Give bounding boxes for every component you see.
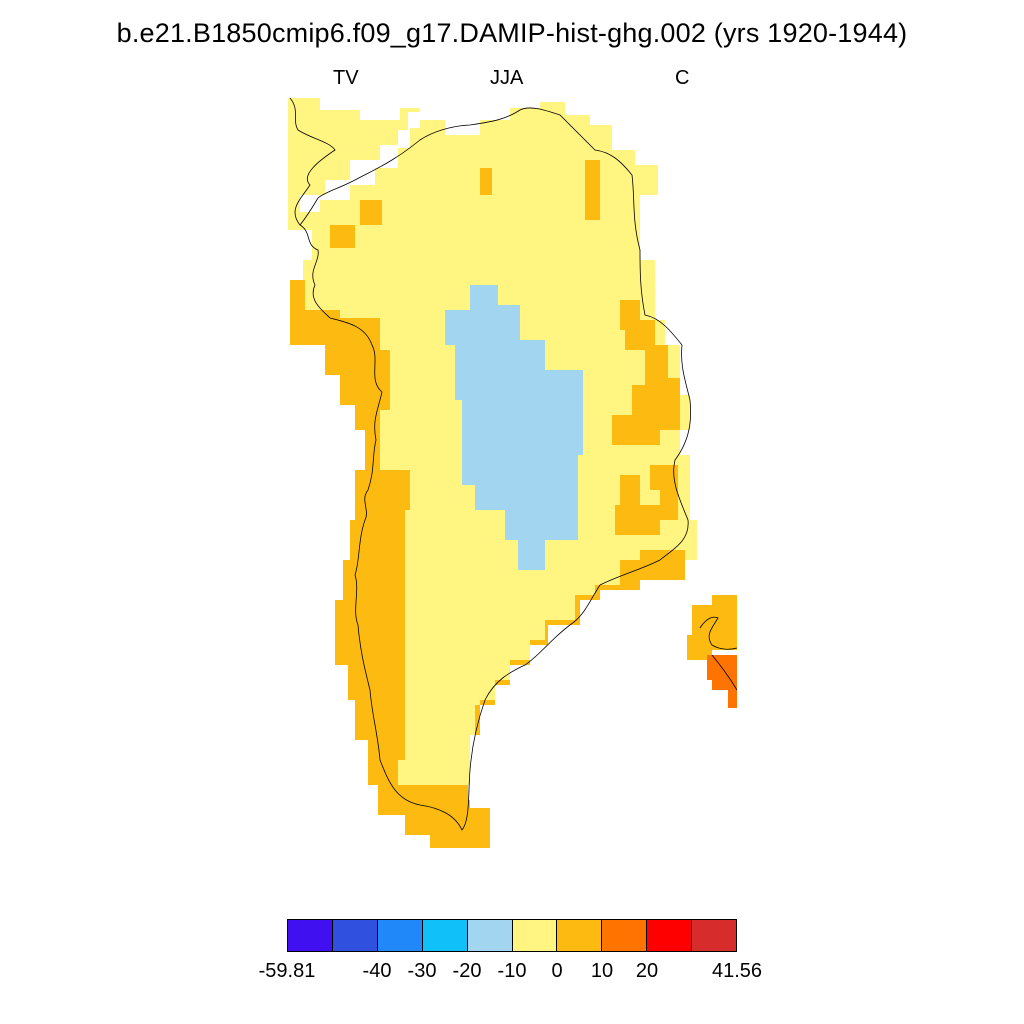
colorbar-box <box>422 920 468 951</box>
colorbar-box <box>288 920 333 951</box>
colorbar-label: -10 <box>497 960 527 982</box>
colorbar-box <box>692 920 737 951</box>
colorbar-box <box>377 920 423 951</box>
colorbar-box <box>557 920 603 951</box>
colorbar-box <box>647 920 693 951</box>
colorbar-label: -40 <box>362 960 392 982</box>
colorbar-label: 0 <box>551 960 563 982</box>
colorbar-box <box>332 920 378 951</box>
coastline <box>289 97 738 831</box>
units-label: C <box>675 67 690 89</box>
missing-data-gap <box>300 112 420 212</box>
colorbar-box <box>512 920 558 951</box>
colorbar-box <box>467 920 513 951</box>
colorbar-label: 20 <box>635 960 659 982</box>
colorbar-box <box>602 920 648 951</box>
colorbar-label-min: -59.81 <box>258 960 316 982</box>
colorbar-label-max: 41.56 <box>711 960 763 982</box>
map-title: b.e21.B1850cmip6.f09_g17.DAMIP-hist-ghg.… <box>116 18 908 48</box>
colorbar-label: -30 <box>407 960 437 982</box>
colorbar <box>287 919 737 952</box>
shaded-region-light-blue <box>445 285 583 570</box>
variable-label: TV <box>333 67 359 89</box>
colorbar-label: 10 <box>590 960 614 982</box>
season-label: JJA <box>490 67 524 89</box>
shaded-region-orange <box>707 655 737 708</box>
shaded-region-orange-yellow <box>290 160 737 848</box>
colorbar-label: -20 <box>452 960 482 982</box>
